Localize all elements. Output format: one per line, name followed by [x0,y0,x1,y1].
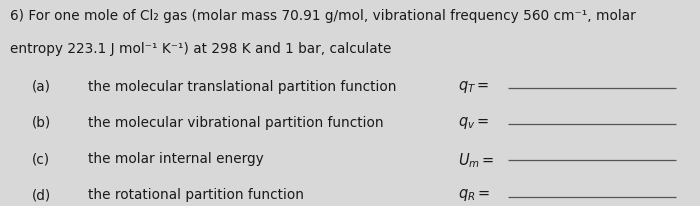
Text: (b): (b) [32,115,50,129]
Text: (c): (c) [32,151,50,165]
Text: 6) For one mole of Cl₂ gas (molar mass 70.91 g/mol, vibrational frequency 560 cm: 6) For one mole of Cl₂ gas (molar mass 7… [10,9,636,23]
Text: $\mathit{U}_{\mathit{m}}$$ = $: $\mathit{U}_{\mathit{m}}$$ = $ [458,150,495,169]
Text: the molecular translational partition function: the molecular translational partition fu… [88,79,396,93]
Text: the molecular vibrational partition function: the molecular vibrational partition func… [88,115,383,129]
Text: (a): (a) [32,79,50,93]
Text: $\mathit{q}_{\mathit{v}}$$ = $: $\mathit{q}_{\mathit{v}}$$ = $ [458,114,490,130]
Text: $\mathit{q}_{\mathit{T}}$$ = $: $\mathit{q}_{\mathit{T}}$$ = $ [458,78,490,94]
Text: the rotational partition function: the rotational partition function [88,187,304,201]
Text: entropy 223.1 J mol⁻¹ K⁻¹) at 298 K and 1 bar, calculate: entropy 223.1 J mol⁻¹ K⁻¹) at 298 K and … [10,42,392,56]
Text: $\mathit{q}_{\mathit{R}}$$ = $: $\mathit{q}_{\mathit{R}}$$ = $ [458,186,491,202]
Text: (d): (d) [32,187,50,201]
Text: the molar internal energy: the molar internal energy [88,151,263,165]
